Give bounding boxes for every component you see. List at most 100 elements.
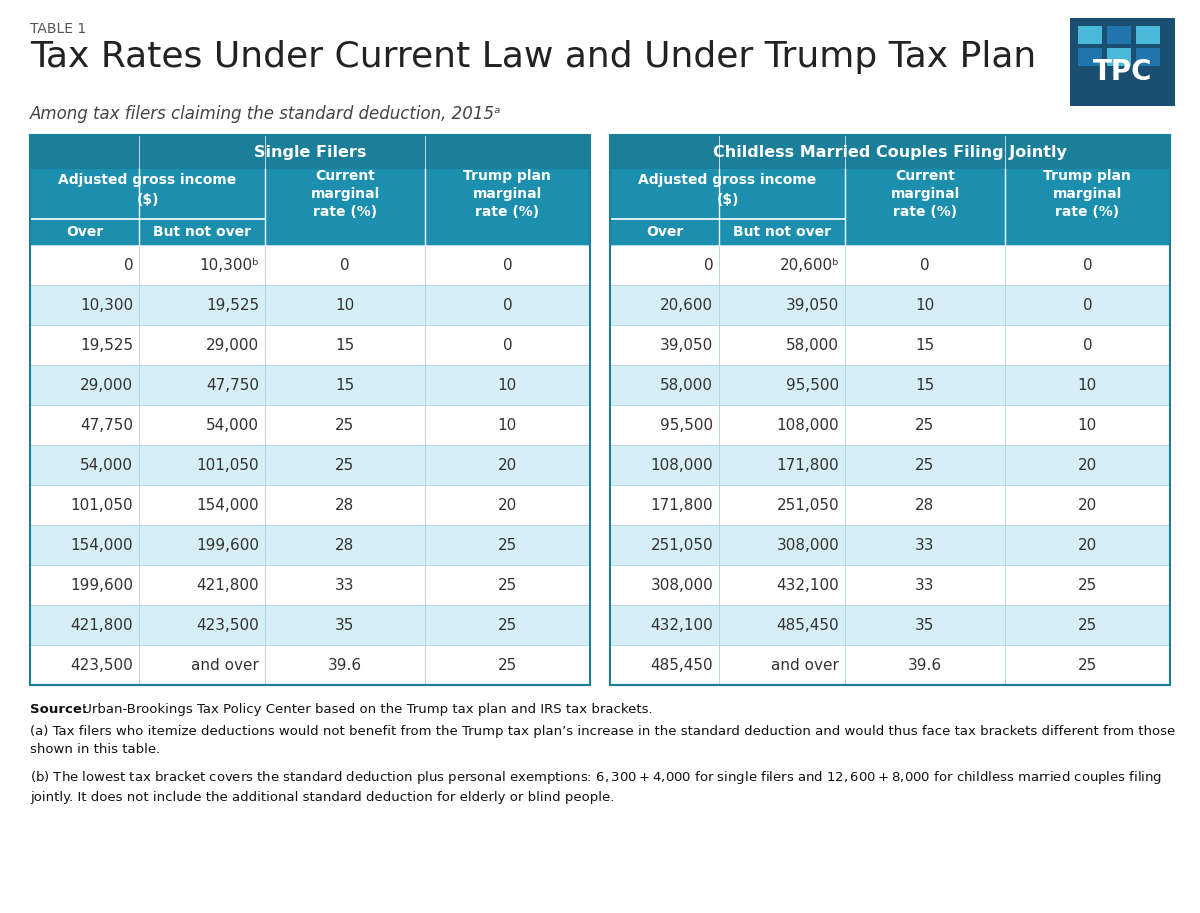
Text: 0: 0 [1082, 257, 1092, 272]
Bar [610, 285, 1170, 325]
Bar [265, 169, 425, 219]
Text: and over: and over [191, 657, 259, 673]
Text: 10: 10 [498, 377, 517, 393]
Text: 154,000: 154,000 [197, 498, 259, 512]
Text: 19,525: 19,525 [206, 298, 259, 312]
Text: Childless Married Couples Filing Jointly: Childless Married Couples Filing Jointly [713, 144, 1067, 160]
Text: 15: 15 [916, 338, 935, 352]
Text: 0: 0 [503, 298, 512, 312]
Text: 308,000: 308,000 [776, 538, 839, 552]
Bar [425, 219, 590, 245]
Text: 15: 15 [335, 377, 355, 393]
Text: 54,000: 54,000 [80, 457, 133, 473]
Text: 25: 25 [1078, 617, 1097, 633]
Text: 251,050: 251,050 [650, 538, 713, 552]
Text: 108,000: 108,000 [776, 417, 839, 433]
Bar [610, 325, 1170, 365]
Text: 251,050: 251,050 [776, 498, 839, 512]
Text: 39.6: 39.6 [908, 657, 942, 673]
Text: Tax Rates Under Current Law and Under Trump Tax Plan: Tax Rates Under Current Law and Under Tr… [30, 40, 1037, 74]
Text: 421,800: 421,800 [71, 617, 133, 633]
Bar [610, 245, 1170, 285]
Text: Adjusted gross income
($): Adjusted gross income ($) [638, 173, 817, 206]
Text: But not over: But not over [733, 225, 832, 239]
Bar [610, 565, 1170, 605]
Text: 20: 20 [498, 457, 517, 473]
Bar [30, 169, 265, 219]
Bar [30, 485, 590, 525]
Bar [30, 325, 590, 365]
Text: Urban-Brookings Tax Policy Center based on the Trump tax plan and IRS tax bracke: Urban-Brookings Tax Policy Center based … [78, 703, 653, 716]
Bar [30, 219, 139, 245]
Text: 35: 35 [335, 617, 355, 633]
Bar [1004, 169, 1170, 219]
Text: 25: 25 [498, 538, 517, 552]
Text: 10,300: 10,300 [80, 298, 133, 312]
Text: 58,000: 58,000 [786, 338, 839, 352]
Bar [139, 219, 265, 245]
Text: 10: 10 [1078, 377, 1097, 393]
Text: 29,000: 29,000 [206, 338, 259, 352]
Bar [30, 605, 590, 645]
Text: 0: 0 [340, 257, 350, 272]
Text: 25: 25 [335, 457, 355, 473]
Bar [719, 219, 845, 245]
Bar [30, 365, 590, 405]
Bar [30, 645, 590, 685]
Bar [1070, 18, 1175, 106]
Text: 58,000: 58,000 [660, 377, 713, 393]
Bar [30, 525, 590, 565]
Bar [30, 565, 590, 605]
Text: 95,500: 95,500 [786, 377, 839, 393]
Text: 10: 10 [498, 417, 517, 433]
Text: Over: Over [66, 225, 103, 239]
Text: 28: 28 [916, 498, 935, 512]
Text: 33: 33 [335, 578, 355, 593]
Text: (b) The lowest tax bracket covers the standard deduction plus personal exemption: (b) The lowest tax bracket covers the st… [30, 769, 1163, 804]
Text: 20: 20 [498, 498, 517, 512]
Bar [1078, 26, 1102, 44]
Bar [610, 135, 1170, 169]
Text: Current
marginal
rate (%): Current marginal rate (%) [890, 169, 960, 219]
Text: 35: 35 [916, 617, 935, 633]
Bar [610, 445, 1170, 485]
Bar [30, 245, 590, 285]
Text: 10: 10 [335, 298, 355, 312]
Text: 39,050: 39,050 [786, 298, 839, 312]
Text: 423,500: 423,500 [197, 617, 259, 633]
Bar [1108, 48, 1132, 66]
Bar [1004, 219, 1170, 245]
Bar [265, 219, 425, 245]
Text: 33: 33 [916, 538, 935, 552]
Bar [610, 135, 1170, 685]
Text: 54,000: 54,000 [206, 417, 259, 433]
Text: Trump plan
marginal
rate (%): Trump plan marginal rate (%) [1044, 169, 1132, 219]
Text: Adjusted gross income
($): Adjusted gross income ($) [59, 173, 236, 206]
Text: 47,750: 47,750 [206, 377, 259, 393]
Text: Current
marginal
rate (%): Current marginal rate (%) [311, 169, 379, 219]
Text: 432,100: 432,100 [650, 617, 713, 633]
Text: 25: 25 [498, 578, 517, 593]
Text: 485,450: 485,450 [650, 657, 713, 673]
Text: 308,000: 308,000 [650, 578, 713, 593]
Bar [845, 219, 1004, 245]
Text: TABLE 1: TABLE 1 [30, 22, 86, 36]
Bar [610, 645, 1170, 685]
Text: 0: 0 [920, 257, 930, 272]
Text: 25: 25 [1078, 578, 1097, 593]
Text: 28: 28 [335, 538, 355, 552]
Text: 25: 25 [1078, 657, 1097, 673]
Bar [30, 135, 590, 685]
Text: TPC: TPC [1093, 58, 1152, 86]
Text: 108,000: 108,000 [650, 457, 713, 473]
Text: 0: 0 [503, 257, 512, 272]
Text: 154,000: 154,000 [71, 538, 133, 552]
Text: 199,600: 199,600 [70, 578, 133, 593]
Bar [1078, 48, 1102, 66]
Text: 95,500: 95,500 [660, 417, 713, 433]
Text: 39,050: 39,050 [660, 338, 713, 352]
Bar [610, 219, 719, 245]
Text: 47,750: 47,750 [80, 417, 133, 433]
Text: 28: 28 [335, 498, 355, 512]
Bar [1136, 48, 1160, 66]
